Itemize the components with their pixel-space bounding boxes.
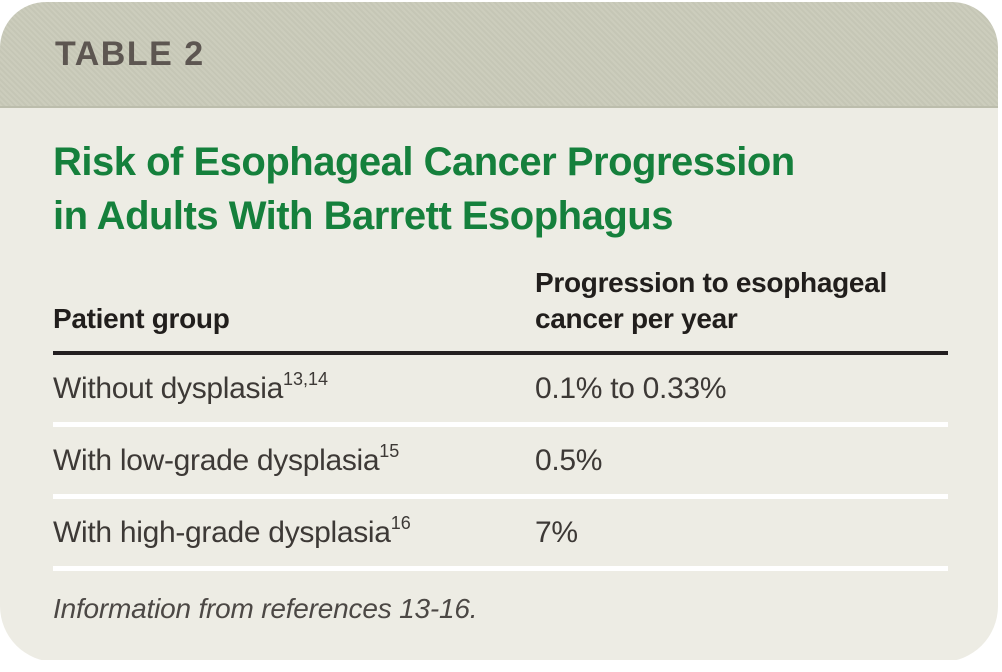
- progression-value-cell: 0.1% to 0.33%: [535, 371, 727, 405]
- reference-superscript: 13,14: [283, 368, 329, 389]
- table-banner: TABLE 2: [0, 2, 998, 108]
- patient-group-text: With low-grade dysplasia: [53, 443, 380, 477]
- table-row: Without dysplasia13,14 0.1% to 0.33%: [53, 355, 948, 427]
- reference-superscript: 15: [379, 440, 400, 461]
- table-label: TABLE 2: [55, 34, 205, 73]
- table-title: Risk of Esophageal Cancer Progression in…: [53, 135, 948, 243]
- column-header-progression: Progression to esophageal cancer per yea…: [535, 267, 887, 334]
- table-row: With high-grade dysplasia16 7%: [53, 499, 948, 571]
- patient-group-cell: With high-grade dysplasia16: [53, 512, 535, 550]
- table-title-line-1: Risk of Esophageal Cancer Progression: [53, 140, 795, 184]
- column-header-patient-group: Patient group: [53, 303, 230, 334]
- table-title-line-2: in Adults With Barrett Esophagus: [53, 194, 673, 238]
- patient-group-cell: With low-grade dysplasia15: [53, 440, 535, 478]
- table-body: Risk of Esophageal Cancer Progression in…: [0, 108, 998, 660]
- progression-value-cell: 7%: [535, 515, 578, 549]
- table-row: With low-grade dysplasia15 0.5%: [53, 427, 948, 499]
- reference-superscript: 16: [390, 512, 411, 533]
- table-footnote: Information from references 13-16.: [53, 593, 478, 624]
- patient-group-cell: Without dysplasia13,14: [53, 368, 535, 406]
- progression-value-cell: 0.5%: [535, 443, 603, 477]
- table-header-row: Patient group Progression to esophageal …: [53, 265, 948, 355]
- patient-group-text: With high-grade dysplasia: [53, 515, 391, 549]
- table-card: TABLE 2 Risk of Esophageal Cancer Progre…: [0, 2, 998, 662]
- patient-group-text: Without dysplasia: [53, 371, 284, 405]
